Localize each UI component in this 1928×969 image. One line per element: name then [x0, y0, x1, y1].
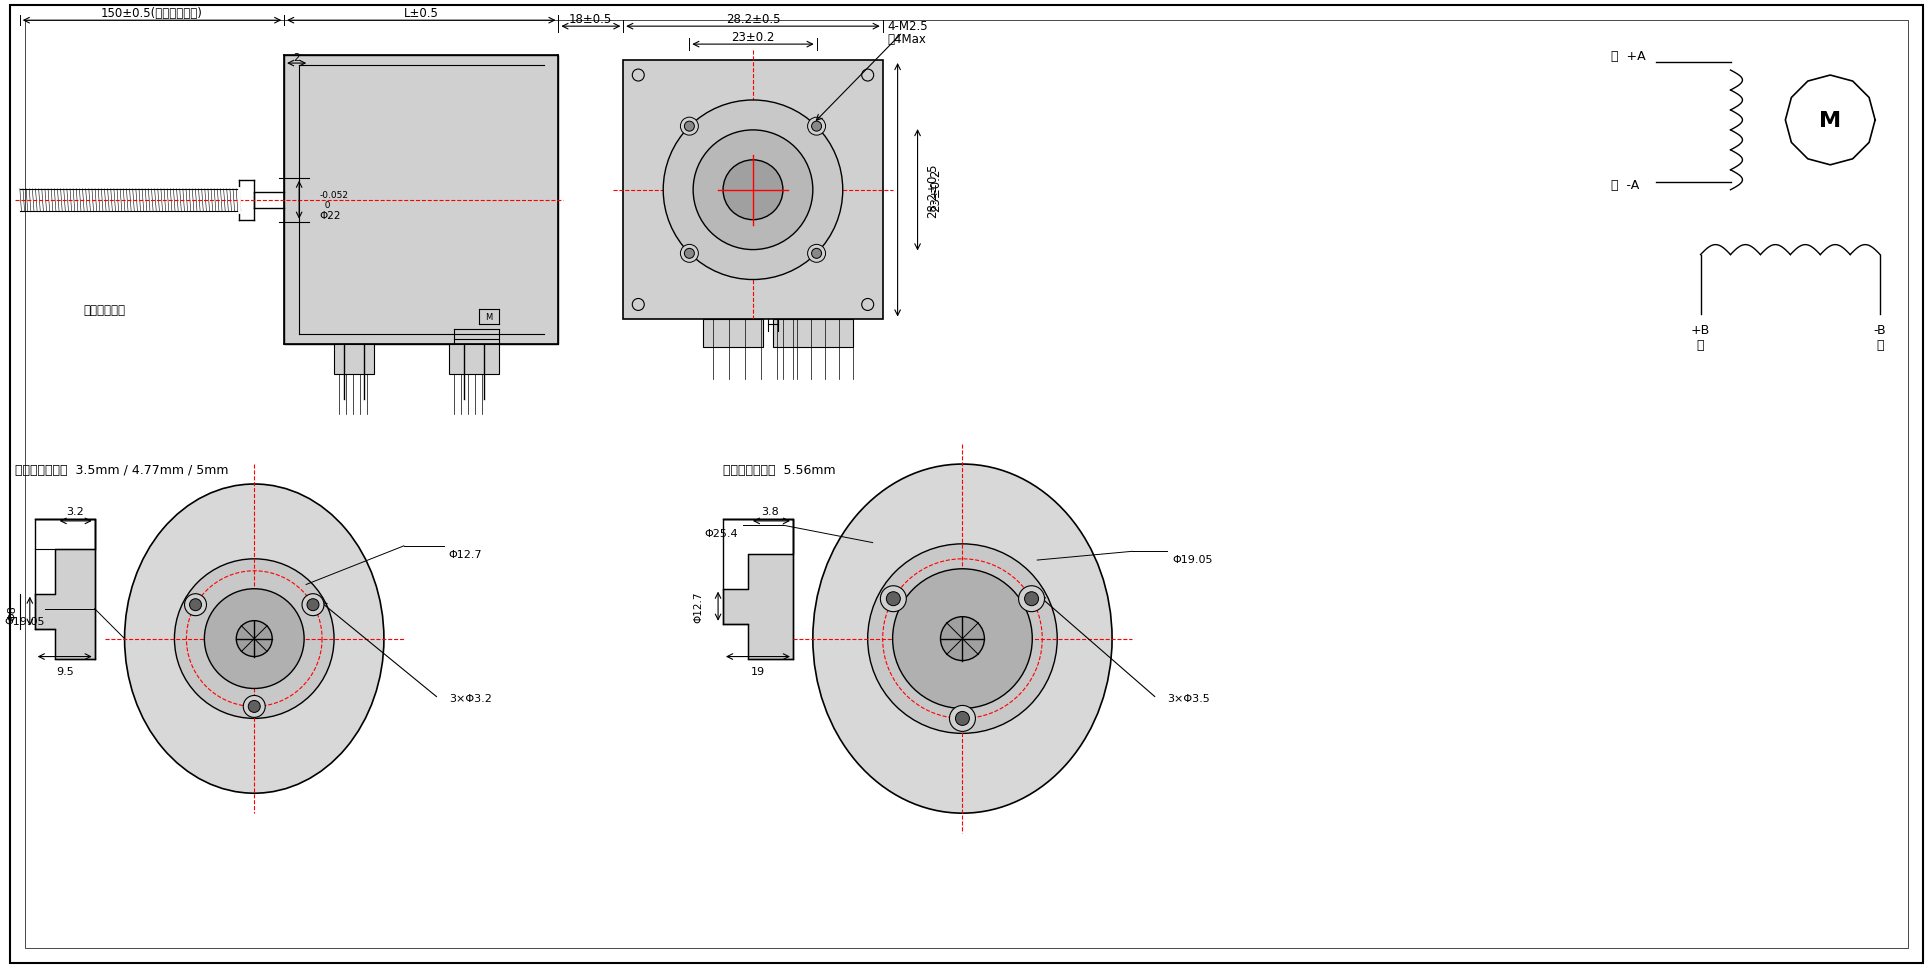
Circle shape: [941, 617, 985, 661]
Text: +B: +B: [1691, 324, 1710, 336]
Text: -B: -B: [1874, 324, 1886, 336]
Text: -0.052: -0.052: [318, 191, 349, 200]
Circle shape: [956, 711, 970, 726]
Circle shape: [812, 249, 821, 259]
Polygon shape: [704, 320, 763, 348]
Circle shape: [893, 569, 1031, 708]
Text: 3×Φ3.5: 3×Φ3.5: [1166, 694, 1209, 703]
Circle shape: [881, 586, 906, 612]
Circle shape: [249, 701, 260, 712]
Text: 3×Φ3.2: 3×Φ3.2: [449, 694, 492, 703]
Circle shape: [307, 599, 318, 611]
Text: Φ8: Φ8: [8, 604, 17, 620]
Text: 150±0.5(可自定义长度): 150±0.5(可自定义长度): [100, 7, 202, 19]
Circle shape: [808, 118, 825, 136]
Text: M: M: [486, 313, 492, 322]
Text: 28.2±0.5: 28.2±0.5: [725, 13, 781, 25]
Circle shape: [887, 592, 900, 606]
Ellipse shape: [868, 545, 1057, 734]
Text: L±0.5: L±0.5: [403, 7, 438, 19]
Circle shape: [632, 299, 644, 311]
Polygon shape: [723, 519, 792, 659]
Ellipse shape: [174, 559, 334, 719]
Circle shape: [303, 594, 324, 616]
Text: 外部线性螺母: 外部线性螺母: [83, 303, 125, 317]
Circle shape: [862, 70, 873, 82]
Polygon shape: [623, 61, 883, 320]
Text: Φ25.4: Φ25.4: [704, 528, 738, 539]
Circle shape: [237, 621, 272, 657]
Text: 28.2±0.5: 28.2±0.5: [925, 164, 939, 218]
Text: 19: 19: [750, 666, 765, 675]
Circle shape: [684, 249, 694, 259]
Circle shape: [243, 696, 266, 718]
Text: 23±0.2: 23±0.2: [929, 169, 943, 212]
Text: Φ19.05: Φ19.05: [4, 616, 44, 626]
Circle shape: [684, 122, 694, 132]
Text: 绿: 绿: [1697, 338, 1704, 352]
Circle shape: [185, 594, 206, 616]
Circle shape: [723, 161, 783, 220]
Text: 4-M2.5: 4-M2.5: [887, 19, 927, 33]
Polygon shape: [449, 345, 499, 375]
Text: 2: 2: [293, 53, 299, 63]
Circle shape: [862, 299, 873, 311]
Text: Φ19.05: Φ19.05: [1172, 554, 1213, 565]
Text: 0: 0: [318, 201, 330, 210]
Circle shape: [681, 245, 698, 263]
Circle shape: [189, 599, 202, 611]
Text: 深4Max: 深4Max: [887, 33, 927, 46]
Polygon shape: [283, 56, 559, 345]
Circle shape: [808, 245, 825, 263]
Circle shape: [681, 118, 698, 136]
Ellipse shape: [125, 484, 384, 794]
Text: 梯型丝杆直径：  3.5mm / 4.77mm / 5mm: 梯型丝杆直径： 3.5mm / 4.77mm / 5mm: [15, 463, 228, 476]
Text: 18±0.5: 18±0.5: [569, 13, 611, 25]
Circle shape: [632, 70, 644, 82]
Text: Φ12.7: Φ12.7: [449, 549, 482, 559]
Polygon shape: [35, 519, 94, 659]
Text: M: M: [1820, 110, 1841, 131]
Ellipse shape: [814, 464, 1112, 813]
Circle shape: [694, 131, 814, 250]
Text: Φ12.7: Φ12.7: [694, 591, 704, 623]
Text: 3.8: 3.8: [762, 507, 779, 516]
Text: 黑: 黑: [1876, 338, 1884, 352]
Polygon shape: [773, 320, 852, 348]
Polygon shape: [334, 345, 374, 375]
Text: 蓝  -A: 蓝 -A: [1610, 179, 1639, 192]
Text: 红  +A: 红 +A: [1610, 49, 1645, 63]
Circle shape: [1024, 592, 1039, 606]
Text: 23±0.2: 23±0.2: [731, 31, 775, 44]
Text: 9.5: 9.5: [56, 666, 73, 675]
Circle shape: [812, 122, 821, 132]
Ellipse shape: [663, 101, 843, 280]
Text: 3.2: 3.2: [66, 507, 83, 516]
Text: 梯型丝杆直径：  5.56mm: 梯型丝杆直径： 5.56mm: [723, 463, 835, 476]
Circle shape: [1018, 586, 1045, 612]
Text: Φ22: Φ22: [318, 210, 341, 221]
Circle shape: [204, 589, 305, 689]
Circle shape: [949, 705, 976, 732]
